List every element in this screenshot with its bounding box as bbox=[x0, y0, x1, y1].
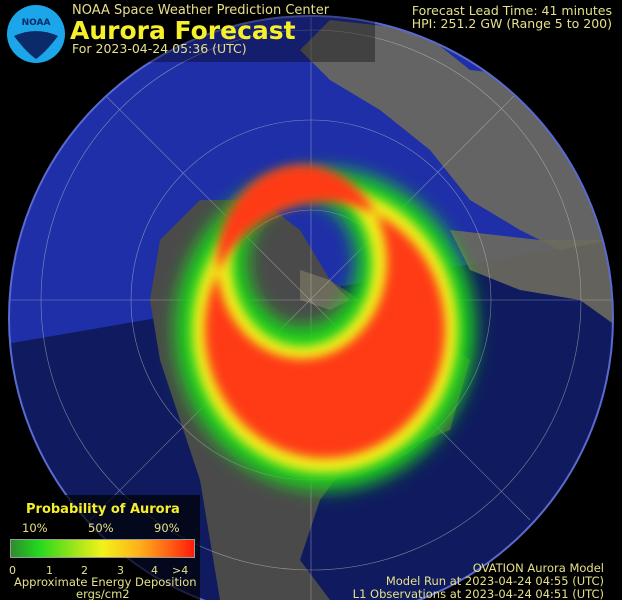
organization-name: NOAA Space Weather Prediction Center bbox=[72, 3, 330, 18]
legend-pct-10: 10% bbox=[22, 521, 48, 535]
observations-time: L1 Observations at 2023-04-24 04:51 (UTC… bbox=[352, 587, 604, 600]
land-eurasia bbox=[300, 20, 613, 250]
lead-time: Forecast Lead Time: 41 minutes bbox=[411, 3, 612, 18]
legend-tick: 0 bbox=[9, 564, 16, 577]
legend-pct-90: 90% bbox=[154, 521, 180, 535]
model-run-time: Model Run at 2023-04-24 04:55 (UTC) bbox=[385, 574, 604, 588]
legend-tick: 1 bbox=[46, 564, 53, 577]
globe-edge bbox=[8, 15, 614, 600]
legend-pct-50: 50% bbox=[88, 521, 114, 535]
legend-color-bar bbox=[10, 539, 195, 558]
page-title: Aurora Forecast bbox=[70, 16, 296, 45]
model-name: OVATION Aurora Model bbox=[472, 561, 604, 575]
noaa-logo-icon: NOAA bbox=[7, 5, 65, 63]
aurora-oval-high bbox=[205, 165, 445, 458]
land-asia bbox=[450, 230, 613, 330]
energy-label: Approximate Energy Deposition bbox=[14, 575, 197, 589]
legend-tick: 3 bbox=[117, 564, 124, 577]
svg-text:NOAA: NOAA bbox=[22, 18, 51, 28]
legend-tick: 4 bbox=[151, 564, 158, 577]
hpi-value: HPI: 251.2 GW (Range 5 to 200) bbox=[411, 16, 612, 31]
legend-tick: >4 bbox=[172, 564, 189, 577]
energy-units: ergs/cm2 bbox=[76, 587, 130, 600]
legend-title: Probability of Aurora bbox=[26, 502, 180, 517]
forecast-date: For 2023-04-24 05:36 (UTC) bbox=[72, 41, 247, 56]
legend-tick: 2 bbox=[81, 564, 88, 577]
